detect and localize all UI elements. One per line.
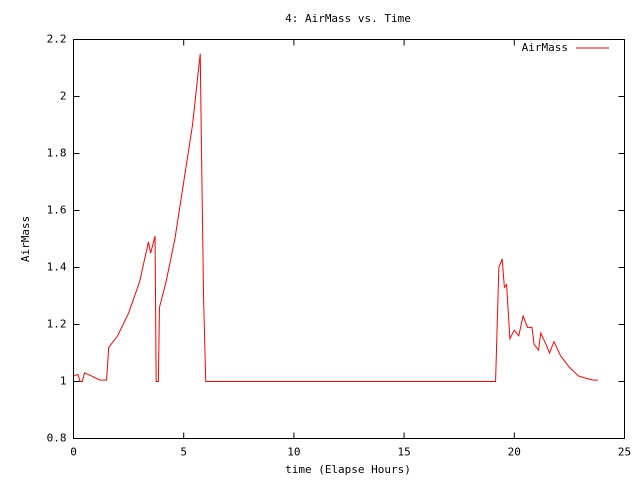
- x-tick-label: 25: [618, 446, 631, 459]
- y-tick-label: 1.8: [47, 147, 67, 160]
- y-tick-label: 0.8: [47, 432, 67, 445]
- y-tick-label: 2: [60, 90, 67, 103]
- data-line: [73, 53, 599, 382]
- x-tick-label: 5: [180, 446, 187, 459]
- y-tick-label: 1: [60, 375, 67, 388]
- y-tick-label: 1.2: [47, 318, 67, 331]
- x-tick-label: 10: [287, 446, 300, 459]
- plot-frame: [73, 39, 625, 439]
- x-tick-label: 15: [397, 446, 410, 459]
- y-tick-label: 1.4: [47, 261, 67, 274]
- legend-label: AirMass: [522, 41, 568, 54]
- chart-title: 4: AirMass vs. Time: [285, 12, 411, 25]
- y-tick-label: 1.6: [47, 204, 67, 217]
- x-tick-label: 20: [508, 446, 521, 459]
- y-tick-label: 2.2: [47, 33, 67, 46]
- y-axis-label: AirMass: [19, 216, 32, 262]
- x-axis-label: time (Elapse Hours): [285, 463, 411, 476]
- x-tick-label: 0: [70, 446, 77, 459]
